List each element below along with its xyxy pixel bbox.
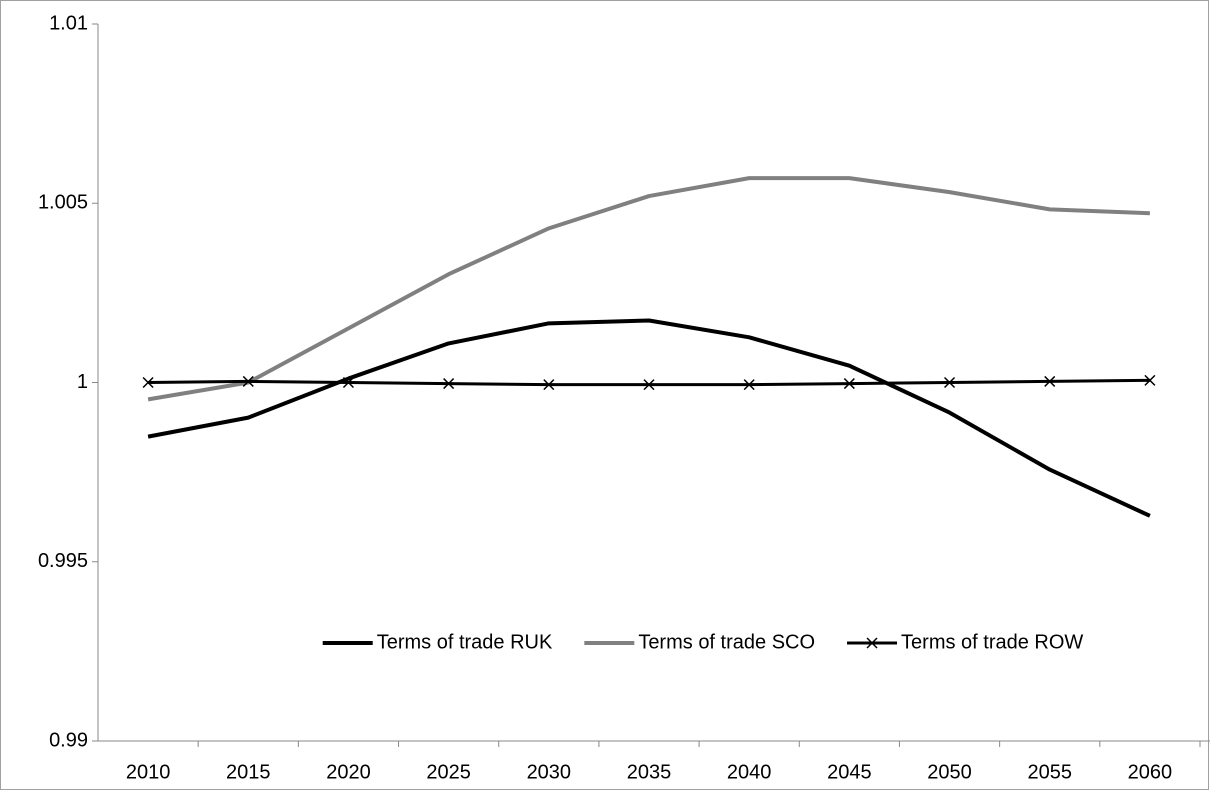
x-tick-label: 2030 <box>527 761 572 783</box>
legend-label: Terms of trade SCO <box>638 631 815 653</box>
marker-x <box>242 375 254 387</box>
marker-x <box>342 376 354 389</box>
marker-x <box>944 376 956 389</box>
point-marker <box>944 376 956 389</box>
point-marker <box>1144 374 1156 386</box>
marker-x <box>643 379 655 391</box>
x-tick-label: 2060 <box>1128 761 1173 783</box>
marker-x <box>843 378 855 390</box>
point-marker <box>242 375 254 387</box>
legend-marker <box>866 637 878 649</box>
x-tick-label: 2010 <box>126 761 171 783</box>
legend-label: Terms of trade ROW <box>901 631 1083 653</box>
series-line <box>147 176 1150 402</box>
x-tick-label: 2055 <box>1027 761 1072 783</box>
y-tick-label: 1.005 <box>38 192 88 214</box>
legend-label: Terms of trade RUK <box>377 631 553 653</box>
marker-x <box>743 379 755 391</box>
x-tick-label: 2015 <box>226 761 271 783</box>
x-tick-label: 2035 <box>627 761 672 783</box>
point-marker <box>1044 375 1056 387</box>
point-marker <box>743 379 755 391</box>
marker-x <box>142 376 154 389</box>
series-line <box>147 318 1151 518</box>
y-tick-label: 1 <box>77 371 88 393</box>
marker-x <box>543 379 555 391</box>
point-marker <box>142 376 154 389</box>
marker-x <box>1144 374 1156 386</box>
point-marker <box>543 379 555 391</box>
point-marker <box>342 376 354 389</box>
x-tick-label: 2020 <box>326 761 371 783</box>
legend: Terms of trade RUK Terms of trade SCO Term… <box>322 631 1083 653</box>
point-marker <box>643 379 655 391</box>
point-marker <box>843 378 855 390</box>
x-tick-label: 2050 <box>927 761 972 783</box>
x-tick-label: 2025 <box>426 761 471 783</box>
point-marker <box>443 378 455 390</box>
y-tick-label: 1.01 <box>49 12 88 34</box>
x-tick-label: 2045 <box>827 761 872 783</box>
marker-x <box>443 378 455 390</box>
y-tick-label: 0.995 <box>38 550 88 572</box>
x-tick-label: 2040 <box>727 761 772 783</box>
marker-x <box>1044 375 1056 387</box>
y-tick-label: 0.99 <box>49 729 88 751</box>
